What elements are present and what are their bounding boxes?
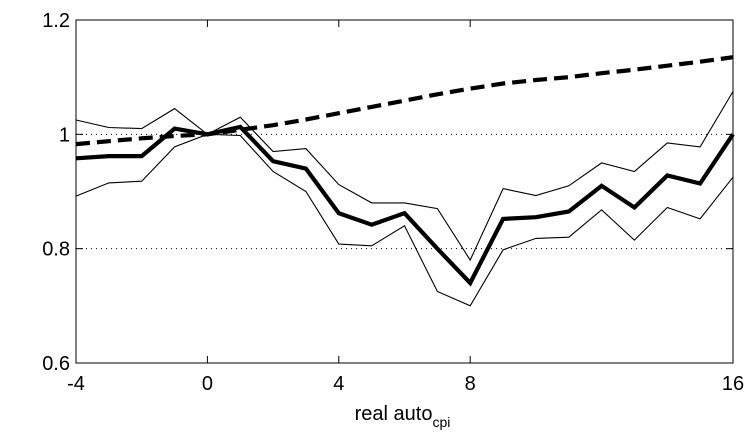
- series-line-thin-solid-upper: [75, 91, 734, 262]
- y-tick-label: 0.6: [42, 353, 70, 375]
- x-tick-label: -4: [67, 373, 85, 395]
- grid-lines: [76, 133, 733, 250]
- series-line-thick-dashed: [75, 55, 734, 147]
- x-tick-label: 4: [333, 373, 344, 395]
- y-tick-label: 0.8: [42, 239, 70, 261]
- x-axis-label-subscript: cpi: [432, 414, 450, 430]
- x-tick-label: 0: [202, 373, 213, 395]
- series-lines: [75, 55, 735, 307]
- y-tick-label: 1: [59, 124, 70, 146]
- plot-frame: [75, 19, 734, 364]
- x-tick-label: 8: [465, 373, 476, 395]
- series-line-thin-solid-lower: [75, 133, 734, 307]
- axis-ticks: -4 0 4 8 16 0.6 0.8 1 1.2: [42, 10, 744, 395]
- x-tick-label: 16: [722, 373, 744, 395]
- series-line-thick-solid: [75, 124, 735, 287]
- x-axis-label: real autocpi: [355, 403, 451, 430]
- x-axis-label-main: real auto: [355, 403, 433, 425]
- y-tick-label: 1.2: [42, 10, 70, 32]
